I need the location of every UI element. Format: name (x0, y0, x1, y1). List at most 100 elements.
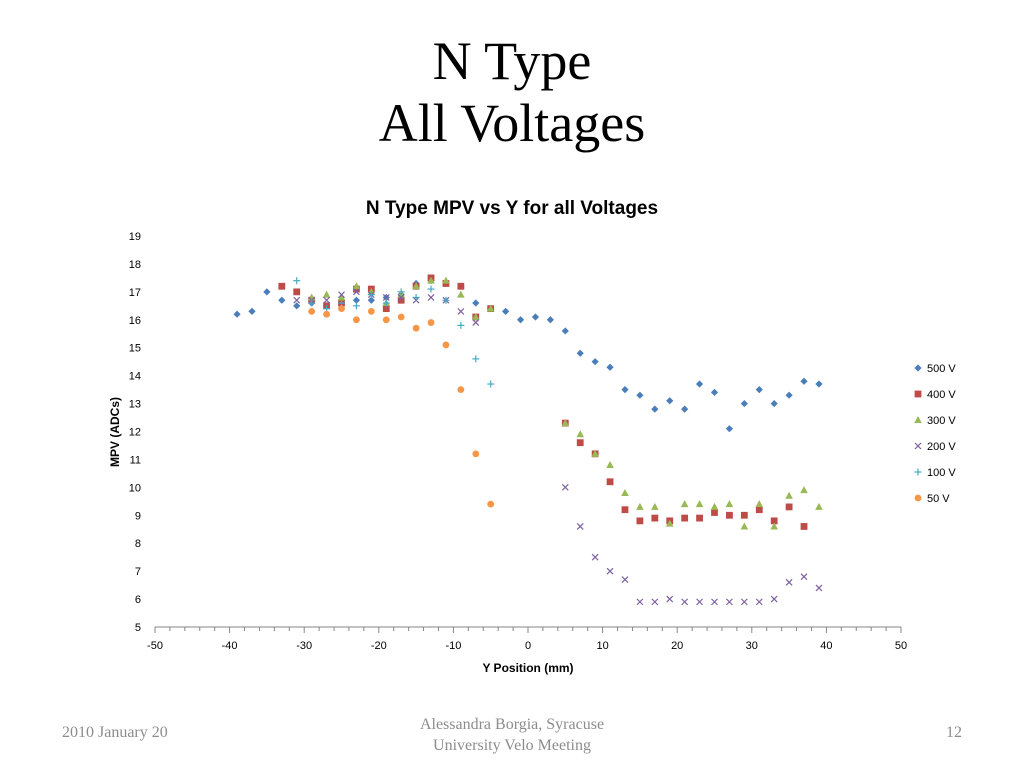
data-point-400v (382, 305, 390, 313)
chart-title: N Type MPV vs Y for all Voltages (366, 198, 658, 219)
data-point-200v (591, 553, 599, 561)
x-stroke (561, 483, 569, 491)
y-tick-label: 11 (130, 454, 141, 466)
data-point-300v (755, 500, 764, 508)
x-stroke (785, 578, 793, 586)
x-stroke (427, 294, 435, 301)
data-point-300v (680, 500, 689, 508)
y-tick-label: 15 (129, 343, 141, 355)
data-point-500v (367, 296, 375, 304)
data-point-200v (681, 598, 689, 606)
data-point-500v (681, 405, 689, 413)
data-point-300v (636, 502, 644, 510)
data-point-300v (740, 522, 749, 530)
data-point-500v (352, 296, 361, 304)
data-point-300v (561, 419, 570, 427)
data-point-300v (710, 502, 719, 510)
data-point-300v (457, 290, 465, 298)
data-point-500v (248, 307, 256, 316)
data-point-200v (472, 319, 480, 327)
x-stroke (457, 307, 465, 315)
data-point-300v (606, 461, 614, 469)
series-50v (308, 305, 495, 508)
data-point-200v (740, 598, 748, 606)
y-tick-label: 8 (135, 538, 141, 550)
data-point-200v (711, 598, 718, 606)
data-point-400v (278, 282, 286, 290)
data-point-300v (412, 282, 420, 290)
data-point-500v (785, 391, 793, 399)
footer-date: 2010 January 20 (62, 724, 168, 741)
data-point-400v (800, 523, 808, 530)
data-point-200v (606, 567, 614, 575)
data-point-500v (755, 386, 763, 394)
x-stroke (711, 598, 718, 606)
data-point-500v (293, 302, 301, 310)
data-point-500v (546, 316, 554, 324)
x-tick-label: 10 (596, 640, 608, 652)
page-number: 12 (946, 724, 962, 741)
data-point-200v (666, 595, 674, 603)
x-stroke (591, 553, 599, 561)
x-axis-label: Y Position (mm) (482, 661, 573, 675)
data-point-100v (487, 380, 495, 388)
slide-title-line2: All Voltages (378, 93, 646, 153)
y-tick-label: 17 (129, 287, 141, 299)
data-point-500v (576, 349, 584, 357)
data-point-300v (770, 522, 778, 530)
data-point-500v (770, 399, 778, 408)
x-stroke (815, 584, 823, 592)
data-point-300v (337, 293, 346, 301)
data-point-500v (233, 310, 241, 318)
data-point-200v (561, 483, 569, 491)
legend-marker-200v (914, 442, 922, 450)
x-stroke (651, 598, 659, 606)
data-point-500v (263, 288, 271, 296)
slide-title-line1: N Type (432, 31, 592, 91)
data-point-500v (531, 313, 540, 321)
data-point-400v (711, 509, 718, 516)
data-point-200v (815, 584, 823, 592)
x-stroke (666, 595, 674, 603)
data-point-400v (621, 506, 629, 514)
data-point-100v (352, 302, 360, 310)
data-point-200v (382, 294, 390, 301)
x-stroke (636, 598, 644, 606)
data-point-500v (725, 425, 734, 433)
data-point-500v (800, 377, 808, 385)
y-tick-label: 12 (129, 427, 141, 439)
y-tick-label: 9 (135, 510, 141, 522)
data-point-200v (352, 288, 360, 296)
data-point-400v (651, 514, 659, 522)
data-point-400v (740, 511, 748, 519)
data-point-200v (770, 595, 778, 603)
x-tick-label: -40 (222, 640, 238, 652)
data-point-400v (606, 478, 614, 486)
x-stroke (800, 573, 808, 581)
data-point-500v (561, 327, 569, 335)
chart-marks (233, 274, 823, 606)
x-tick-label: 0 (525, 640, 531, 652)
data-point-50v (457, 386, 465, 394)
y-tick-label: 6 (135, 594, 141, 606)
data-point-50v (472, 450, 480, 458)
data-point-400v (696, 514, 703, 522)
x-tick-label: -50 (147, 640, 163, 652)
data-point-500v (591, 358, 599, 366)
data-point-200v (621, 576, 629, 583)
data-point-100v (442, 296, 450, 304)
x-tick-label: 20 (671, 640, 683, 652)
data-point-100v (293, 277, 301, 285)
chart-axes: -50 -40 -30 -20 -10 0 10 20 30 40 50 5 6 7 8 9 10 11 12 13 1… (129, 231, 907, 652)
footer-presenter-line2: University Velo Meeting (433, 737, 591, 754)
data-point-200v (651, 598, 659, 606)
chart-legend: 500 V 400 V 300 V 200 V 100 V 50 V (914, 363, 956, 505)
data-point-200v (725, 598, 733, 606)
data-point-400v (770, 517, 778, 525)
data-point-100v (472, 355, 480, 363)
data-point-200v (785, 578, 793, 586)
x-tick-label: 50 (895, 640, 907, 652)
legend-marker-500v (914, 364, 922, 372)
x-stroke (323, 296, 331, 304)
data-point-300v (695, 500, 704, 508)
